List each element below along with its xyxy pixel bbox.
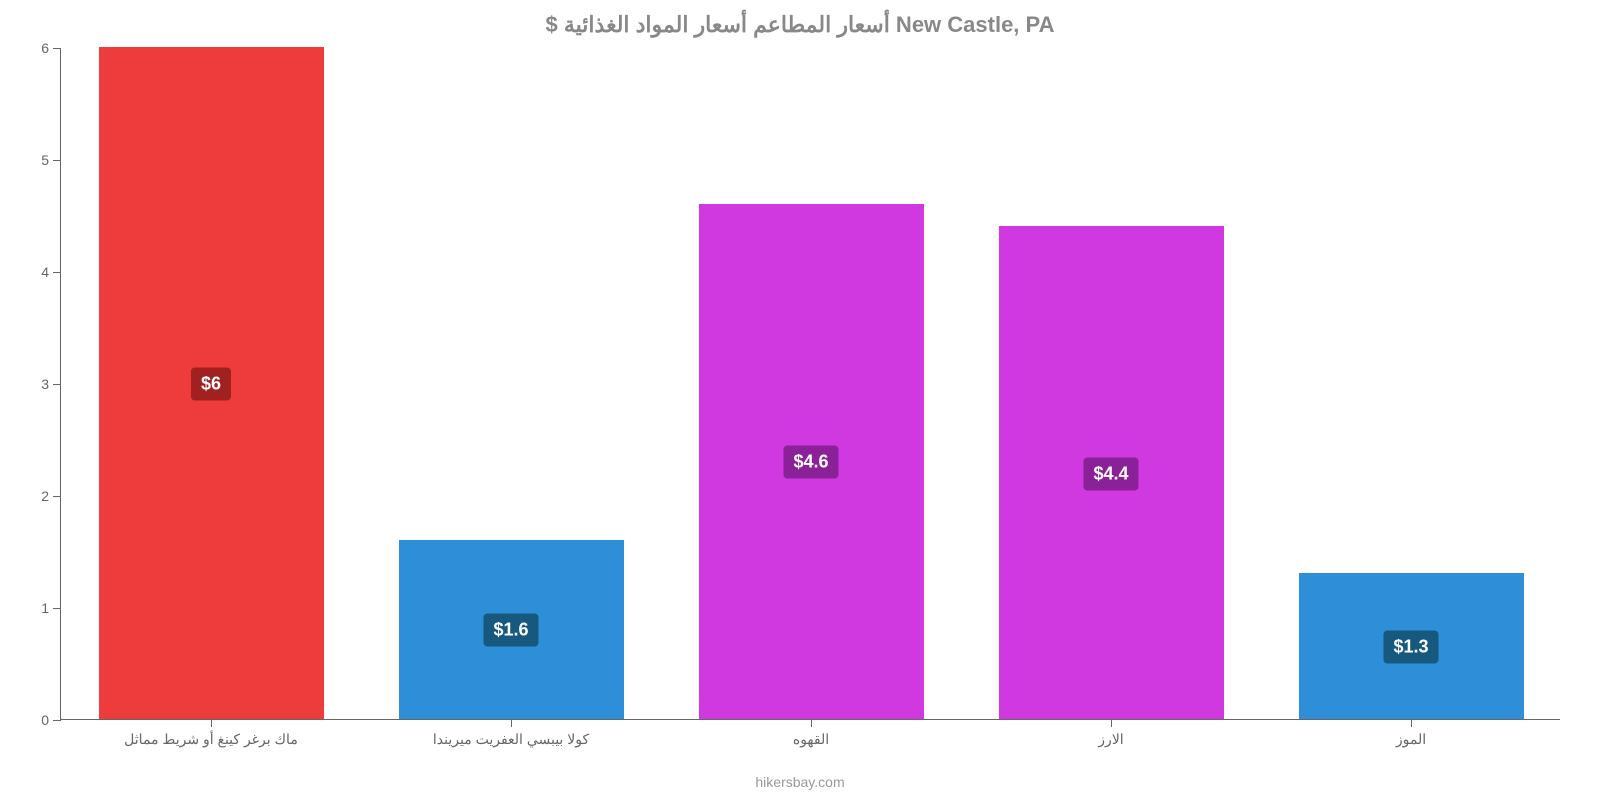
- y-axis-label: 0: [41, 712, 49, 728]
- x-tick: [1111, 719, 1112, 727]
- price-chart: $ أسعار المطاعم أسعار المواد الغذائية Ne…: [0, 0, 1600, 800]
- y-axis-label: 6: [41, 40, 49, 56]
- y-tick: [53, 384, 61, 385]
- y-tick: [53, 160, 61, 161]
- y-tick: [53, 608, 61, 609]
- y-axis-label: 5: [41, 152, 49, 168]
- y-tick: [53, 48, 61, 49]
- bar-value-label: $6: [191, 368, 231, 401]
- bar-value-label: $4.6: [783, 446, 838, 479]
- y-tick: [53, 496, 61, 497]
- y-tick: [53, 272, 61, 273]
- bar-value-label: $1.6: [483, 614, 538, 647]
- chart-footer: hikersbay.com: [0, 774, 1600, 790]
- y-axis-label: 4: [41, 264, 49, 280]
- x-axis-label: ماك برغر كينغ أو شريط مماثل: [124, 731, 298, 748]
- x-axis-label: الارز: [1098, 731, 1123, 748]
- x-tick: [811, 719, 812, 727]
- x-axis-label: القهوه: [793, 731, 829, 748]
- x-axis-label: كولا بيبسي العفريت ميريندا: [433, 731, 589, 748]
- plot-area: 0123456ماك برغر كينغ أو شريط مماثل$6كولا…: [60, 48, 1560, 720]
- chart-title: $ أسعار المطاعم أسعار المواد الغذائية Ne…: [0, 12, 1600, 38]
- x-tick: [211, 719, 212, 727]
- x-tick: [511, 719, 512, 727]
- x-axis-label: الموز: [1396, 731, 1426, 748]
- y-tick: [53, 720, 61, 721]
- y-axis-label: 1: [41, 600, 49, 616]
- y-axis-label: 2: [41, 488, 49, 504]
- bar-value-label: $4.4: [1083, 457, 1138, 490]
- x-tick: [1411, 719, 1412, 727]
- bar-value-label: $1.3: [1383, 631, 1438, 664]
- y-axis-label: 3: [41, 376, 49, 392]
